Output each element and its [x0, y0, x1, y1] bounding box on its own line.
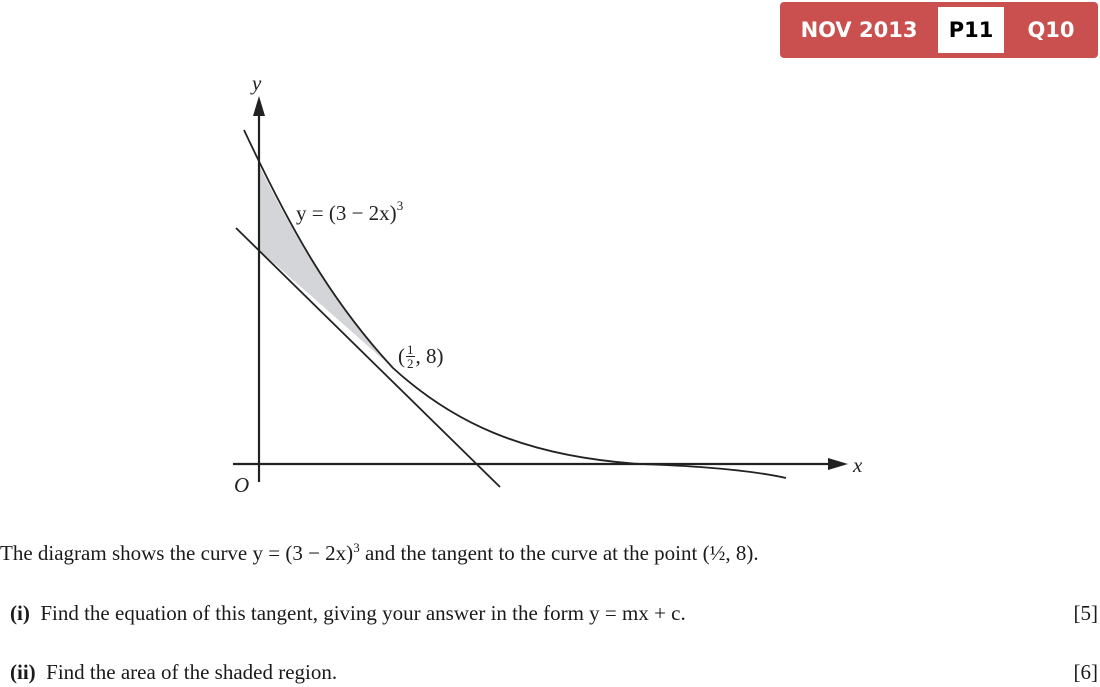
question-intro: The diagram shows the curve y = (3 − 2x)…: [0, 540, 759, 565]
question-part-ii: (ii) Find the area of the shaded region.: [10, 660, 338, 684]
point-label: ( 1 2 , 8): [398, 342, 444, 371]
marks-part-i: [5]: [1073, 601, 1099, 625]
question-number-label: Q10: [1027, 18, 1075, 42]
shaded-region: [259, 165, 393, 368]
x-axis-label: x: [852, 453, 863, 477]
session-label: NOV 2013: [800, 18, 918, 42]
point-label-fraction: 1 2: [406, 342, 415, 371]
y-axis-label: y: [250, 71, 262, 95]
question-reference-badge: NOV 2013 P11 Q10: [780, 2, 1098, 58]
curve-diagram: y x O y = (3 − 2x)3: [233, 71, 863, 497]
question-part-i: (i) Find the equation of this tangent, g…: [10, 601, 686, 625]
x-axis-arrow-icon: [828, 458, 848, 470]
curve: [243, 129, 787, 479]
paper-label: P11: [938, 7, 1004, 53]
origin-label: O: [234, 473, 249, 497]
y-axis-arrow-icon: [253, 96, 265, 116]
curve-label: y = (3 − 2x)3: [296, 198, 403, 225]
tangent-line: [235, 227, 501, 488]
marks-part-ii: [6]: [1073, 660, 1099, 684]
